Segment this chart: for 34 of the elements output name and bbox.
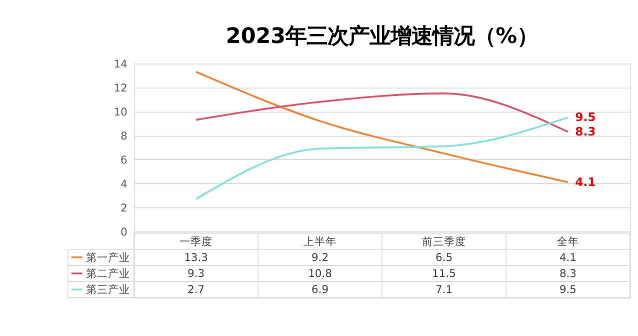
x-tick-label: 一季度	[180, 234, 213, 248]
legend-label: 第二产业	[86, 267, 130, 280]
data-label: 9.2	[311, 250, 329, 264]
data-label: 7.1	[435, 283, 453, 296]
text: 8.3	[575, 124, 596, 138]
y-tick-label: 14	[114, 57, 128, 70]
line-series	[195, 70, 569, 184]
data-label: 2.7	[188, 283, 205, 296]
line-series	[195, 116, 569, 200]
x-tick-label: 上半年	[304, 234, 337, 248]
x-tick-label: 前三季度	[422, 234, 466, 248]
data-label: 6.5	[435, 250, 453, 264]
data-label: 8.3	[559, 267, 576, 280]
data-label: 10.8	[308, 267, 332, 280]
legend-label: 第一产业	[86, 250, 130, 264]
text: 9.5	[575, 110, 596, 124]
data-label: 9.3	[188, 267, 205, 280]
y-tick-label: 4	[120, 177, 128, 190]
data-label: 11.5	[432, 267, 456, 280]
x-tick-label: 全年	[556, 234, 579, 248]
text: 4.1	[575, 174, 596, 189]
line-series	[195, 92, 569, 133]
y-tick-label: 12	[114, 81, 128, 94]
y-tick-label: 8	[120, 129, 128, 142]
data-label: 9.5	[559, 283, 576, 296]
data-label: 6.9	[311, 283, 329, 296]
y-tick-label: 10	[114, 105, 128, 118]
y-tick-label: 2	[120, 201, 128, 214]
data-label: 13.3	[184, 250, 208, 264]
data-label: 4.1	[559, 250, 576, 264]
y-tick-label: 0	[120, 225, 128, 238]
chart-title: 2023年三次产业增速情况（%）	[226, 24, 538, 49]
y-tick-label: 6	[120, 153, 128, 166]
legend-label: 第三产业	[86, 283, 130, 296]
